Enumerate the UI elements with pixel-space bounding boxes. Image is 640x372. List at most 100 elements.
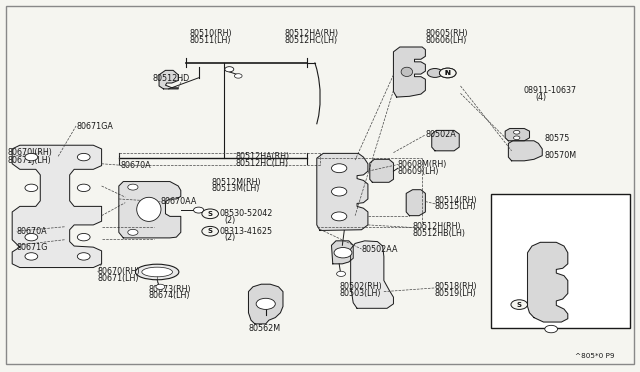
Text: 80510(RH): 80510(RH) [189,29,232,38]
Text: 80671G: 80671G [17,243,48,251]
Circle shape [77,234,90,241]
Text: 80512HD: 80512HD [153,74,190,83]
Ellipse shape [137,197,161,221]
Text: S: S [516,302,522,308]
Text: 80671GA: 80671GA [76,122,113,131]
Text: 80512HC(LH): 80512HC(LH) [236,159,289,168]
Text: 80512HC(LH): 80512HC(LH) [285,36,338,45]
Text: 80550M(RH): 80550M(RH) [510,201,560,210]
Text: (2): (2) [224,216,236,225]
Text: 80512H(RH): 80512H(RH) [413,222,461,231]
Text: 80513M(LH): 80513M(LH) [211,185,260,193]
Text: 80502AA: 80502AA [362,245,398,254]
Circle shape [25,184,38,192]
Text: 80670A: 80670A [121,161,152,170]
Text: 08368-6122G: 08368-6122G [527,299,582,308]
Circle shape [25,253,38,260]
Circle shape [234,74,242,78]
Circle shape [428,68,443,77]
Polygon shape [527,242,568,322]
Circle shape [337,271,346,276]
Text: (2): (2) [534,306,545,315]
Circle shape [77,253,90,260]
Text: 80512HB(LH): 80512HB(LH) [413,229,465,238]
Text: 80519(LH): 80519(LH) [435,289,477,298]
Text: 80502(RH): 80502(RH) [339,282,382,291]
Text: N: N [445,70,451,76]
Text: 80673(RH): 80673(RH) [149,285,191,294]
Text: 80670(RH): 80670(RH) [98,267,140,276]
Circle shape [545,326,557,333]
Text: ^805*0 P9: ^805*0 P9 [575,353,615,359]
Text: 80606(LH): 80606(LH) [426,36,467,45]
Text: (2): (2) [224,233,236,242]
Circle shape [513,136,520,140]
Circle shape [440,68,456,78]
Text: 80512M(RH): 80512M(RH) [211,178,261,187]
Polygon shape [505,129,529,141]
Polygon shape [370,159,394,182]
Polygon shape [317,153,368,231]
Circle shape [128,230,138,235]
Text: 08911-10637: 08911-10637 [523,86,576,95]
Circle shape [156,284,165,289]
Text: S: S [207,228,212,234]
Text: 80512HA(RH): 80512HA(RH) [285,29,339,38]
Circle shape [128,184,138,190]
Text: 08530-52042: 08530-52042 [219,209,273,218]
Text: 80512HA(RH): 80512HA(RH) [236,152,290,161]
Circle shape [25,234,38,241]
Bar [491,194,630,328]
Circle shape [513,131,520,134]
Text: 80562M: 80562M [248,324,280,333]
Text: 80514(RH): 80514(RH) [435,196,477,205]
Text: S: S [207,211,212,217]
Circle shape [440,68,456,78]
Text: 80670A: 80670A [17,227,47,236]
Text: 80570M: 80570M [545,151,577,160]
Text: 80671(LH): 80671(LH) [98,274,140,283]
Text: 80670J(RH): 80670J(RH) [7,148,52,157]
Circle shape [332,164,347,173]
Circle shape [193,207,204,213]
Polygon shape [406,190,426,216]
Text: N: N [445,70,451,76]
Text: 80671J(LH): 80671J(LH) [7,155,51,164]
Circle shape [332,212,347,221]
Text: 80609(LH): 80609(LH) [398,167,440,176]
Circle shape [202,227,218,236]
Polygon shape [394,47,426,97]
Ellipse shape [142,267,173,277]
Text: 80605(RH): 80605(RH) [426,29,468,38]
Text: 80674(LH): 80674(LH) [149,291,190,300]
Text: 80515(LH): 80515(LH) [435,202,477,211]
Ellipse shape [136,264,179,280]
Text: 80502A: 80502A [426,130,456,140]
Circle shape [511,300,527,310]
Polygon shape [332,241,353,264]
Circle shape [77,153,90,161]
Circle shape [225,67,234,72]
Text: 80608M(RH): 80608M(RH) [398,160,447,169]
Text: 80518(RH): 80518(RH) [435,282,477,291]
Text: 80670AA: 80670AA [161,197,196,206]
Circle shape [334,247,352,258]
Polygon shape [159,70,178,89]
Text: 08313-41625: 08313-41625 [219,227,272,236]
Polygon shape [432,131,460,151]
Text: (4): (4) [536,93,547,102]
Ellipse shape [401,67,413,77]
Circle shape [256,298,275,310]
Text: 80511(LH): 80511(LH) [189,36,230,45]
Text: 80575: 80575 [545,134,570,143]
Polygon shape [12,145,102,267]
Circle shape [332,187,347,196]
Polygon shape [351,241,394,308]
Circle shape [202,209,218,219]
Circle shape [25,153,38,161]
Circle shape [77,184,90,192]
Text: 80503(LH): 80503(LH) [339,289,381,298]
Polygon shape [508,141,542,161]
Text: 80551M(LH): 80551M(LH) [510,208,559,217]
Polygon shape [119,182,180,238]
